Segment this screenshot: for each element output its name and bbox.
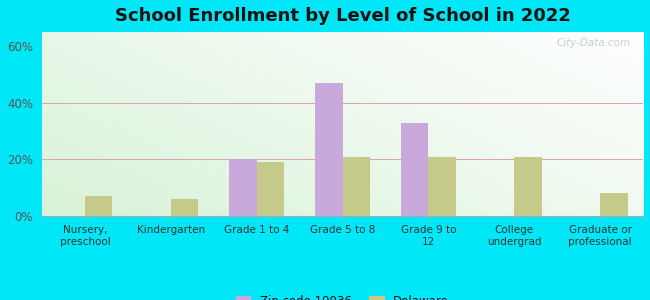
Bar: [514, 157, 541, 216]
Bar: [343, 157, 370, 216]
Bar: [171, 199, 198, 216]
Bar: [315, 83, 343, 216]
Title: School Enrollment by Level of School in 2022: School Enrollment by Level of School in …: [114, 7, 571, 25]
Bar: [401, 123, 428, 216]
Text: City-Data.com: City-Data.com: [557, 38, 631, 48]
Bar: [257, 162, 284, 216]
Bar: [428, 157, 456, 216]
Bar: [229, 159, 257, 216]
Bar: [85, 196, 112, 216]
Legend: Zip code 19936, Delaware: Zip code 19936, Delaware: [233, 292, 452, 300]
Bar: [600, 194, 628, 216]
